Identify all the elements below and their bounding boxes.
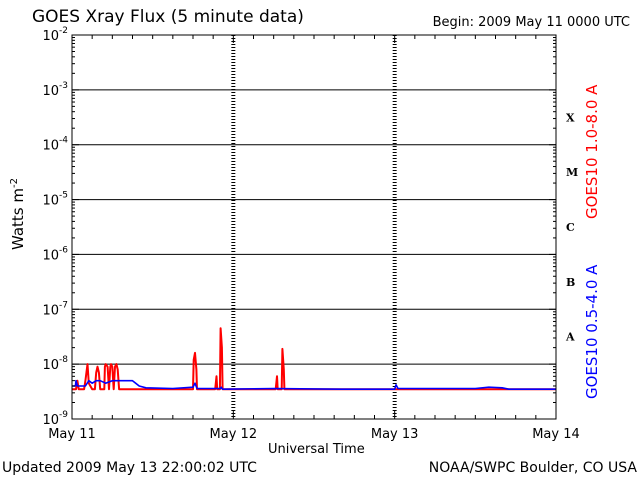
y-axis-label-text: Watts m [9,187,27,251]
legend-short-channel: GOES10 0.5-4.0 A [583,264,601,399]
y-tick-label: 10-4 [42,136,68,154]
x-axis-label: Universal Time [268,442,365,457]
legend-long-channel: GOES10 1.0-8.0 A [583,84,601,219]
series-line-long-channel [72,327,556,391]
begin-time: Begin: 2009 May 11 0000 UTC [432,15,630,30]
series-line-short-channel [72,379,556,390]
y-tick-label: 10-9 [42,410,68,428]
updated-timestamp: Updated 2009 May 13 22:00:02 UTC [2,460,257,476]
x-tick-label: May 12 [210,427,258,442]
y-tick-label: 10-7 [42,300,68,318]
flare-class-label: B [566,276,575,289]
credit-text: NOAA/SWPC Boulder, CO USA [428,460,637,476]
x-tick-label: May 14 [532,427,580,442]
flare-class-label: X [566,111,575,124]
chart-title: GOES Xray Flux (5 minute data) [32,7,304,27]
grid-layer [72,35,556,419]
y-tick-label: 10-2 [42,26,68,44]
y-tick-label: 10-6 [42,245,68,263]
flare-class-label: C [566,221,575,234]
x-tick-label: May 13 [371,427,419,442]
plot-frame [71,34,557,420]
y-axis-label-sup: -2 [9,178,20,188]
flare-class-label: A [565,331,575,344]
y-tick-label: 10-3 [42,81,68,99]
y-tick-label: 10-5 [42,191,68,209]
axis-layer: 10-9 10-8 10-7 10-6 10-5 10-4 10-3 10-2 May 11 Ma… [42,26,579,442]
y-tick-label: 10-8 [42,355,68,373]
y-axis-label: Watts m-2 [9,164,27,264]
flare-class-label: M [566,166,578,179]
series-layer [72,327,556,391]
x-tick-label: May 11 [48,427,96,442]
